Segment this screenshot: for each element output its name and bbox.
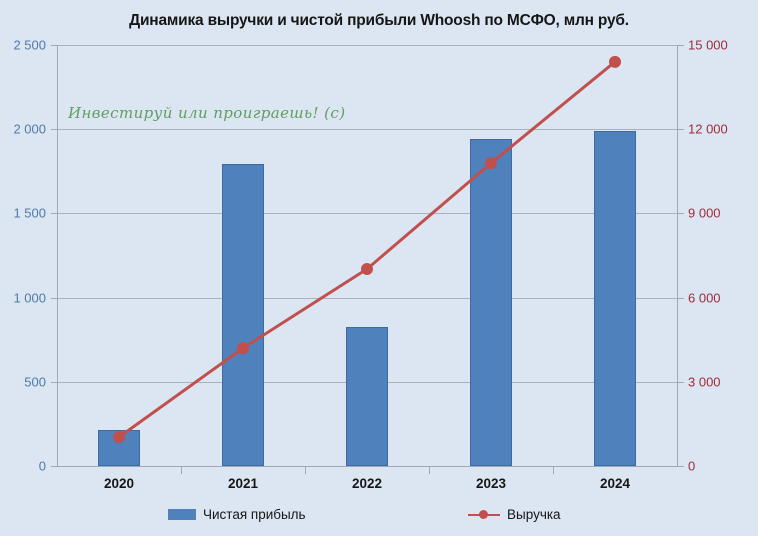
left-axis-label: 0 xyxy=(38,458,46,474)
bar-net-profit-2024 xyxy=(594,130,636,466)
category-axis-tick xyxy=(429,467,430,474)
category-label: 2020 xyxy=(103,476,135,491)
bar-net-profit-2020 xyxy=(98,429,140,466)
right-axis-tick xyxy=(678,45,684,46)
left-axis-label: 1 000 xyxy=(13,290,46,306)
legend-line-swatch-icon xyxy=(468,509,500,521)
legend-label-net-profit: Чистая прибыль xyxy=(203,507,306,522)
category-axis-tick xyxy=(305,467,306,474)
right-axis-label: 15 000 xyxy=(688,37,728,53)
left-axis-tick xyxy=(51,466,57,467)
legend-item-revenue[interactable]: Выручка xyxy=(468,507,561,522)
gridline xyxy=(57,297,677,299)
category-label: 2021 xyxy=(227,476,259,491)
right-axis-tick xyxy=(678,381,684,383)
left-axis-tick xyxy=(51,45,57,46)
legend-item-net-profit[interactable]: Чистая прибыль xyxy=(168,507,306,522)
left-axis-tick xyxy=(51,213,57,215)
category-axis-tick xyxy=(181,467,182,474)
category-label: 2023 xyxy=(475,476,507,491)
left-axis-label: 2 500 xyxy=(13,37,46,53)
left-axis-line xyxy=(57,45,58,466)
right-axis-tick xyxy=(678,129,684,131)
category-axis-tick xyxy=(553,467,554,474)
bar-net-profit-2022 xyxy=(346,327,388,466)
bar-net-profit-2021 xyxy=(222,163,264,466)
right-axis-label: 12 000 xyxy=(688,121,728,137)
left-axis-tick xyxy=(51,297,57,299)
left-axis-tick xyxy=(51,381,57,383)
gridline xyxy=(57,213,677,215)
right-axis-label: 9 000 xyxy=(688,205,721,221)
gridline xyxy=(57,45,677,46)
category-label: 2022 xyxy=(351,476,383,491)
left-axis-label: 500 xyxy=(24,374,46,390)
legend-bar-swatch-icon xyxy=(168,509,196,520)
right-axis-tick xyxy=(678,213,684,215)
right-axis-tick xyxy=(678,297,684,299)
right-axis-tick xyxy=(678,466,684,467)
left-axis-tick xyxy=(51,129,57,131)
gridline xyxy=(57,129,677,131)
bottom-axis-line xyxy=(57,466,678,467)
left-axis-label: 1 500 xyxy=(13,205,46,221)
right-axis-label: 6 000 xyxy=(688,290,721,306)
right-axis-label: 0 xyxy=(688,458,696,474)
watermark-annotation: Инвестируй или проиграешь! (с) xyxy=(68,104,346,122)
left-axis-label: 2 000 xyxy=(13,121,46,137)
chart-legend: Чистая прибыль Выручка xyxy=(0,505,758,531)
right-axis-line xyxy=(677,45,678,466)
legend-label-revenue: Выручка xyxy=(507,507,561,522)
category-label: 2024 xyxy=(599,476,631,491)
right-axis-label: 3 000 xyxy=(688,374,721,390)
chart-title: Динамика выручки и чистой прибыли Whoosh… xyxy=(129,12,629,29)
bar-net-profit-2023 xyxy=(470,139,512,466)
